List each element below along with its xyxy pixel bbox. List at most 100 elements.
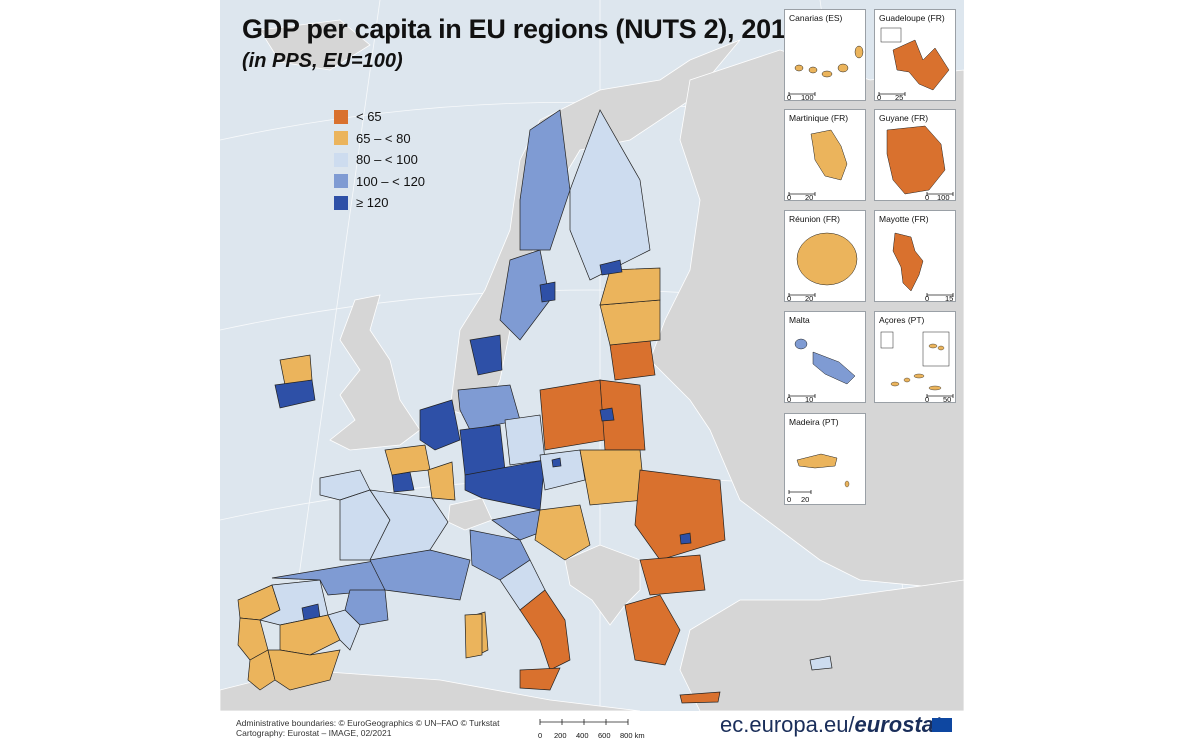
scale-end: 10 — [805, 395, 813, 403]
scale-end: 50 — [943, 395, 951, 403]
legend: < 65 65 – < 80 80 – < 100 100 – < 120 ≥ … — [334, 106, 425, 214]
scale-bar-graphic: 0 200 400 600 800 km — [538, 719, 645, 740]
inset-title: Açores (PT) — [879, 315, 925, 325]
region-denmark — [469, 334, 503, 376]
inset-guyane: 0 100 Guyane (FR) — [874, 109, 956, 201]
inset-madeira: 0 20 Madeira (PT) — [784, 413, 866, 505]
legend-label: ≥ 120 — [356, 195, 389, 211]
scale-label: 400 — [576, 731, 589, 740]
inset-map: 0 20 — [787, 129, 848, 201]
map-scale-bar: 0 200 400 600 800 km — [536, 716, 666, 747]
region-finland — [569, 109, 651, 281]
inset-mayotte: 0 15 Mayotte (FR) — [874, 210, 956, 302]
scale-end: 20 — [805, 294, 813, 302]
region-lithuania — [609, 339, 656, 381]
region-cyprus — [809, 655, 833, 671]
legend-label: 65 – < 80 — [356, 130, 411, 146]
eu-regions — [237, 109, 833, 704]
scale-start: 0 — [787, 294, 791, 302]
region-catalonia — [344, 589, 389, 626]
inset-map: 0 100 — [787, 45, 864, 101]
inset-map: 0 50 — [880, 331, 954, 403]
region-east-france — [427, 461, 456, 501]
region-south-france — [369, 549, 471, 601]
map-subtitle: (in PPS, EU=100) — [242, 50, 403, 72]
scale-end: 100 — [937, 193, 950, 201]
inset-malta: 0 10 Malta — [784, 311, 866, 403]
region-slovenia-croatia — [534, 504, 591, 561]
legend-label: 100 – < 120 — [356, 173, 426, 189]
legend-swatch — [334, 109, 348, 124]
region-north-germany — [457, 384, 521, 431]
legend-item: 100 – < 120 — [334, 171, 425, 193]
region-poland-west — [539, 379, 606, 451]
region-south-italy — [519, 589, 571, 671]
scale-start: 0 — [877, 93, 881, 101]
inset-map: 0 20 — [787, 453, 850, 504]
legend-swatch — [334, 174, 348, 189]
inset-title: Canarias (ES) — [789, 13, 843, 23]
region-north-france — [384, 444, 431, 476]
region-east-germany — [504, 414, 546, 466]
inset-reunion: 0 20 Réunion (FR) — [784, 210, 866, 302]
region-estonia — [599, 267, 661, 306]
scale-label: 600 — [598, 731, 611, 740]
scale-start: 0 — [787, 395, 791, 403]
scale-label: 0 — [538, 731, 542, 740]
inset-title: Réunion (FR) — [789, 214, 841, 224]
brand-prefix: ec.europa.eu/ — [720, 712, 855, 737]
scale-end: 20 — [801, 495, 809, 504]
region-czechia — [539, 449, 586, 491]
region-sweden-north — [519, 109, 571, 251]
scale-start: 0 — [787, 93, 791, 101]
region-greece — [624, 594, 681, 666]
inset-title: Guyane (FR) — [879, 113, 929, 123]
scale-end: 15 — [945, 294, 953, 302]
region-latvia — [599, 299, 661, 346]
eurostat-brand: ec.europa.eu/eurostat — [720, 712, 941, 738]
region-west-germany — [459, 424, 506, 476]
inset-map: 0 25 — [877, 27, 950, 101]
region-bulgaria — [639, 554, 706, 596]
legend-label: 80 – < 100 — [356, 152, 418, 168]
inset-map: 0 100 — [886, 125, 954, 201]
inset-martinique: 0 20 Martinique (FR) — [784, 109, 866, 201]
region-sardinia — [464, 613, 483, 659]
scale-label: 800 km — [620, 731, 645, 740]
credit-line: Cartography: Eurostat – IMAGE, 02/2021 — [236, 728, 392, 738]
inset-title: Mayotte (FR) — [879, 214, 929, 224]
region-helsinki — [599, 259, 623, 276]
scale-end: 20 — [805, 193, 813, 201]
legend-swatch — [334, 195, 348, 210]
eu-flag-icon — [932, 718, 952, 732]
region-sicily — [519, 667, 561, 691]
map-title: GDP per capita in EU regions (NUTS 2), 2… — [242, 14, 801, 44]
region-crete — [679, 691, 721, 704]
scale-start: 0 — [925, 395, 929, 403]
turkey-region — [679, 579, 964, 711]
region-valencia — [327, 609, 361, 651]
map-panel: GDP per capita in EU regions (NUTS 2), 2… — [220, 0, 964, 711]
region-warsaw — [599, 407, 615, 422]
footer-credit: Administrative boundaries: © EuroGeograp… — [236, 718, 500, 738]
region-sweden-south — [499, 249, 551, 341]
scale-label: 200 — [554, 731, 567, 740]
legend-item: 80 – < 100 — [334, 149, 425, 171]
inset-map: 0 10 — [787, 338, 856, 403]
region-prague — [551, 457, 562, 468]
switzerland-region — [447, 497, 493, 531]
scale-end: 100 — [801, 93, 814, 101]
region-bucharest — [679, 532, 692, 545]
great-britain-region — [329, 294, 421, 451]
legend-label: < 65 — [356, 109, 382, 125]
region-castilla-mancha — [279, 614, 341, 656]
scale-start: 0 — [787, 495, 791, 504]
legend-item: 65 – < 80 — [334, 128, 425, 150]
inset-guadeloupe: 0 25 Guadeloupe (FR) — [874, 9, 956, 101]
region-romania — [634, 469, 726, 561]
legend-swatch — [334, 152, 348, 167]
legend-item: < 65 — [334, 106, 425, 128]
region-south-germany — [464, 459, 546, 511]
scale-end: 25 — [895, 93, 903, 101]
scale-start: 0 — [925, 193, 929, 201]
